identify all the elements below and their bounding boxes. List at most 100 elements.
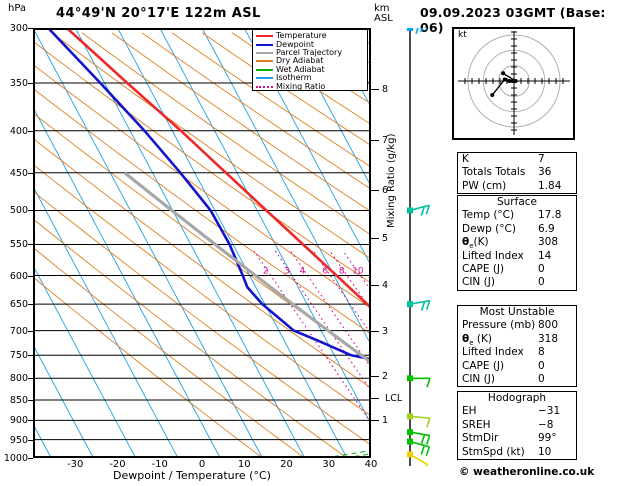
hodograph-stats-table: Hodograph EH −31 SREH −8 StmDir 99° StmSpd (kt)…: [457, 391, 577, 460]
pressure-tick-label: 800: [9, 373, 28, 385]
pressure-tick: [28, 330, 33, 332]
row-label: Temp (°C): [462, 209, 515, 222]
dry-adiabat-line: [33, 137, 371, 389]
pressure-tick: [28, 399, 33, 401]
skewt-plot: 2346810152025: [33, 28, 371, 458]
hodograph-point: [502, 77, 507, 82]
mixing-ratio-label: 4: [300, 267, 306, 277]
x-axis-title: Dewpoint / Temperature (°C): [113, 469, 271, 482]
hodograph-point: [501, 71, 506, 76]
table-row: CAPE (J) 0: [458, 263, 576, 276]
wind-barb: [407, 28, 428, 34]
wind-barb: [407, 438, 431, 456]
pressure-tick-label: 850: [9, 394, 28, 406]
curve-temperature: [65, 28, 371, 310]
table-row: StmDir 99°: [458, 432, 576, 445]
lcl-tick: [371, 397, 379, 399]
mixing-ratio-label: 10: [352, 267, 364, 277]
temperature-tick-label: 10: [237, 459, 251, 470]
copyright-footer: © weatheronline.co.uk: [459, 466, 595, 478]
pressure-unit-label: hPa: [8, 3, 27, 14]
row-label: θe(K): [462, 236, 489, 251]
wind-barb: [407, 375, 431, 388]
table-row: CIN (J) 0: [458, 373, 576, 386]
pressure-tick-label: 400: [9, 125, 28, 137]
hodograph-unit-label: kt: [458, 30, 467, 40]
table-row: SREH −8: [458, 419, 576, 432]
altitude-tick-label: 7: [382, 135, 389, 147]
hodograph-point: [490, 92, 495, 97]
mixing-ratio-label: 8: [339, 267, 345, 277]
row-label: PW (cm): [462, 179, 507, 192]
altitude-tick: [371, 331, 379, 333]
mixing-ratio-axis-title: Mixing Ratio (g/kg): [386, 133, 397, 228]
table-row: Temp (°C) 17.8: [458, 209, 576, 222]
dry-adiabat-line: [51, 32, 371, 260]
dry-adiabat-line: [141, 32, 371, 190]
altitude-tick-label: 1: [382, 414, 389, 426]
dry-adiabat-line: [171, 32, 371, 168]
table-row: Dewp (°C) 6.9: [458, 223, 576, 236]
legend-item: Mixing Ratio: [256, 82, 365, 90]
row-value: −31: [538, 405, 561, 418]
altitude-tick-label: 3: [382, 326, 389, 338]
indices-table: K 7 Totals Totals 36 PW (cm) 1.84: [457, 152, 577, 195]
isotherm-line: [159, 28, 371, 425]
legend-item: Isotherm: [256, 74, 365, 82]
legend-item: Temperature: [256, 32, 365, 40]
curve-dewpoint: [47, 28, 371, 361]
row-label: StmSpd (kt): [462, 445, 525, 458]
mixing-ratio-label: 3: [284, 267, 290, 277]
table-row: CAPE (J) 0: [458, 360, 576, 373]
hodograph-point: [507, 79, 512, 83]
wind-barb: [407, 299, 431, 311]
legend-item: Dry Adiabat: [256, 57, 365, 65]
row-value: 0: [538, 372, 545, 385]
pressure-tick: [28, 83, 33, 85]
isotherm-line: [33, 264, 137, 458]
dry-adiabat-line: [111, 32, 371, 213]
isotherm-line: [33, 28, 263, 458]
legend-swatch: [256, 85, 273, 88]
altitude-unit-label: km ASL: [374, 4, 393, 24]
mixing-ratio-line: [253, 250, 371, 424]
row-value: 36: [538, 166, 552, 179]
row-value: 800: [538, 319, 559, 332]
altitude-tick: [371, 237, 379, 239]
legend-swatch: [256, 77, 273, 80]
row-label: Totals Totals: [462, 166, 526, 179]
row-label: CAPE (J): [462, 262, 505, 275]
row-label: CIN (J): [462, 276, 495, 289]
pressure-tick-label: 550: [9, 239, 28, 251]
table-row: EH −31: [458, 405, 576, 418]
pressure-tick: [28, 458, 33, 459]
row-value: 308: [538, 236, 559, 249]
pressure-tick-label: 350: [9, 78, 28, 90]
pressure-tick: [28, 210, 33, 212]
legend-item: Dewpoint: [256, 40, 365, 48]
row-label: Lifted Index: [462, 249, 524, 262]
isotherm-line: [201, 28, 371, 346]
isotherm-line: [33, 343, 94, 458]
pressure-tick-label: 700: [9, 325, 28, 337]
surface-table: Surface Temp (°C) 17.8 Dewp (°C) 6.9 θe(K) 308…: [457, 195, 577, 291]
dry-adiabat-line: [33, 190, 371, 446]
isotherm-line: [117, 28, 348, 458]
row-label: CAPE (J): [462, 359, 505, 372]
altitude-tick: [371, 376, 379, 378]
pressure-tick: [28, 420, 33, 422]
most-unstable-table: Most Unstable Pressure (mb) 800 θe (K) 318 Li…: [457, 305, 577, 388]
row-label: CIN (J): [462, 372, 495, 385]
row-value: 0: [538, 262, 545, 275]
sounding-datetime: 09.09.2023 03GMT (Base: 06): [420, 5, 606, 35]
page-title: 44°49'N 20°17'E 122m ASL: [56, 6, 261, 21]
dry-adiabat-line: [33, 246, 305, 458]
altitude-unit-line2: ASL: [374, 13, 393, 24]
row-value: 0: [538, 276, 545, 289]
altitude-tick: [371, 189, 379, 191]
pressure-tick: [28, 439, 33, 441]
table-row: Pressure (mb) 800: [458, 319, 576, 332]
legend-label: Temperature: [276, 31, 327, 41]
plot-frame: [33, 28, 371, 458]
